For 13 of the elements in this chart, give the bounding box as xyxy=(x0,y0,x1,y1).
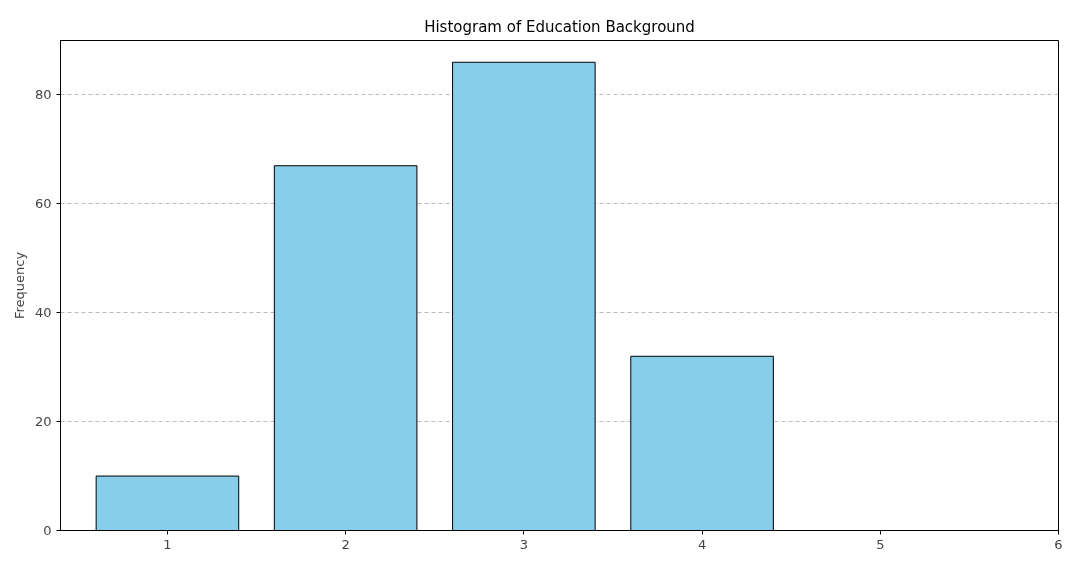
y-tick-label: 20 xyxy=(34,414,52,430)
x-tick-label: 2 xyxy=(341,536,350,552)
chart-title: Histogram of Education Background xyxy=(424,17,695,36)
y-tick-label: 40 xyxy=(34,305,52,321)
x-tick-label: 4 xyxy=(697,536,707,552)
x-tick-label: 3 xyxy=(519,536,528,552)
x-tick-label: 1 xyxy=(163,536,172,552)
x-tick-label: 5 xyxy=(876,536,885,552)
y-tick-label: 60 xyxy=(34,196,52,212)
y-tick-label: 0 xyxy=(43,523,52,538)
y-axis-title: Frequency xyxy=(11,251,27,320)
y-tick-label: 80 xyxy=(34,87,52,103)
x-tick-label: 6 xyxy=(1054,536,1063,552)
